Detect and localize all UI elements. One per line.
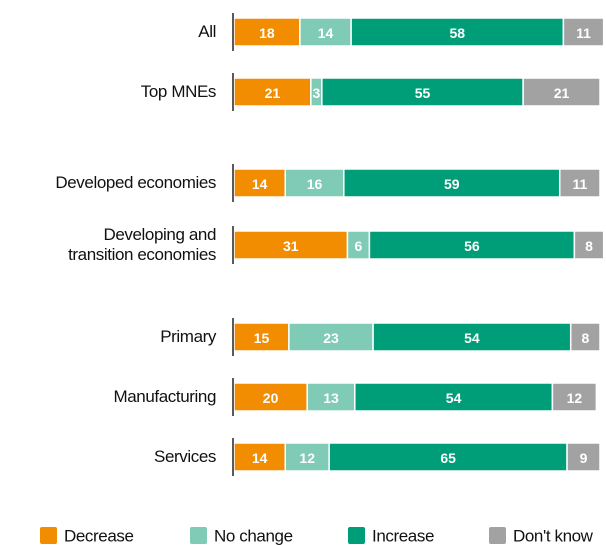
value-label: 14 — [252, 450, 268, 466]
value-label: 14 — [252, 176, 268, 192]
bar-segment — [372, 322, 572, 352]
value-label: 55 — [415, 85, 431, 101]
bar-segment — [566, 442, 601, 472]
bar-segment — [558, 168, 601, 198]
legend-label: Don't know — [513, 527, 594, 545]
bar-segment — [284, 168, 345, 198]
bar-segment — [562, 17, 605, 47]
legend-swatch — [348, 527, 365, 544]
bar-segment — [573, 230, 605, 260]
category-label: Developing and transition economies — [68, 225, 216, 264]
value-label: 54 — [464, 330, 480, 346]
category-label: Primary — [160, 327, 216, 346]
value-label: 59 — [444, 176, 460, 192]
value-label: 16 — [307, 176, 323, 192]
category-label: Top MNEs — [140, 82, 217, 101]
category-label: All — [198, 22, 216, 41]
value-label: 3 — [312, 85, 320, 101]
bar-segment — [522, 77, 601, 107]
value-label: 56 — [464, 238, 480, 254]
value-label: 14 — [318, 25, 334, 41]
bar-segment — [299, 17, 352, 47]
legend-label: No change — [214, 527, 293, 545]
value-label: 58 — [449, 25, 465, 41]
category-label: Services — [154, 447, 216, 466]
value-label: 12 — [299, 450, 315, 466]
value-label: 12 — [567, 390, 583, 406]
value-label: 21 — [265, 85, 281, 101]
category-label: Developed economies — [55, 173, 216, 192]
legend-label: Increase — [372, 527, 434, 545]
bar-segment — [551, 382, 598, 412]
value-label: 18 — [259, 25, 275, 41]
value-label: 54 — [446, 390, 462, 406]
bar-segment — [233, 230, 349, 260]
category-label: Manufacturing — [113, 387, 216, 406]
value-label: 8 — [581, 330, 589, 346]
value-label: 8 — [585, 238, 593, 254]
bar-segment — [569, 322, 601, 352]
value-label: 15 — [254, 330, 270, 346]
value-label: 11 — [576, 25, 591, 41]
bar-segment — [321, 77, 524, 107]
bar-segment — [233, 168, 286, 198]
bar-segment — [354, 382, 554, 412]
value-label: 9 — [580, 450, 588, 466]
bar-segment — [284, 442, 330, 472]
bar-segment — [233, 382, 308, 412]
value-label: 20 — [263, 390, 279, 406]
bar-segment — [233, 322, 290, 352]
bar-segment — [233, 17, 301, 47]
value-label: 31 — [283, 238, 299, 254]
bar-segment — [328, 442, 568, 472]
legend-swatch — [40, 527, 57, 544]
legend-swatch — [489, 527, 506, 544]
value-label: 13 — [323, 390, 339, 406]
value-label: 21 — [554, 85, 570, 101]
value-label: 23 — [323, 330, 339, 346]
value-label: 11 — [572, 176, 587, 192]
legend-swatch — [190, 527, 207, 544]
bar-segment — [343, 168, 561, 198]
value-label: 65 — [440, 450, 456, 466]
value-label: 6 — [355, 238, 363, 254]
bar-segment — [350, 17, 565, 47]
legend-label: Decrease — [64, 527, 134, 545]
